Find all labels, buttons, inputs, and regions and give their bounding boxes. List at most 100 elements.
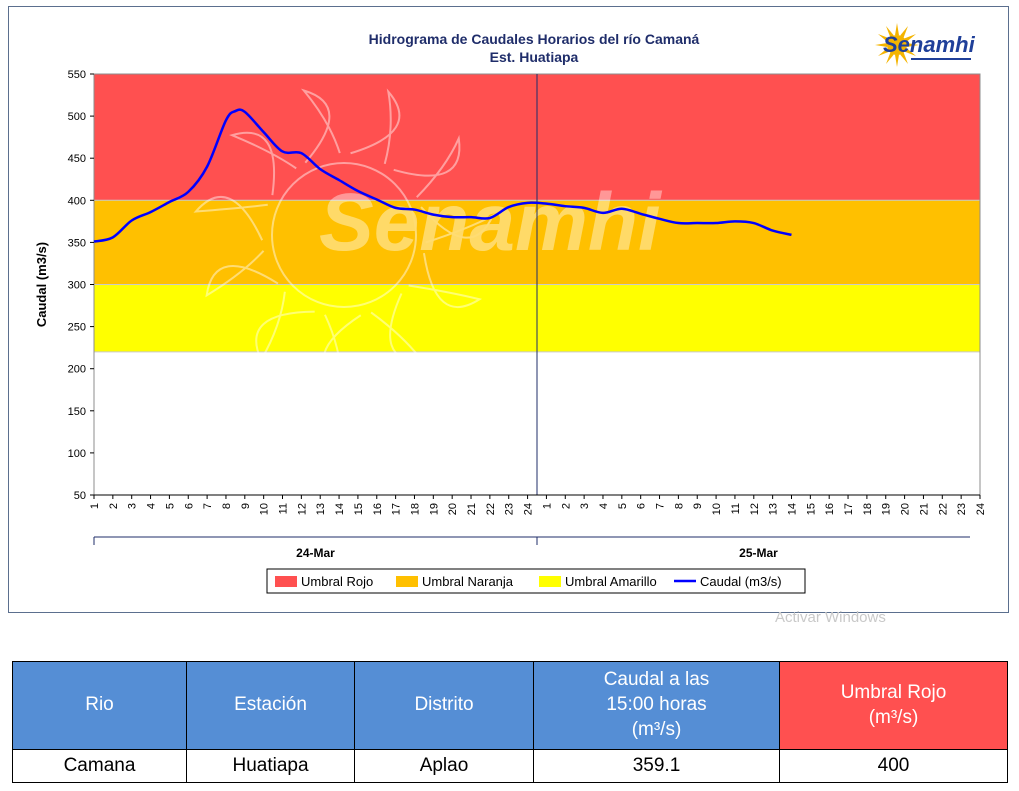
x-tick-label: 14 (786, 503, 798, 515)
x-tick-label: 21 (466, 503, 478, 515)
x-tick-label: 11 (278, 503, 290, 514)
header-caudal-line1: Caudal a las (603, 669, 710, 691)
watermark-sun-ray (370, 293, 426, 364)
summary-table: Rio Estación Distrito Caudal a las 15:00… (12, 661, 1008, 783)
y-tick-label: 50 (74, 490, 86, 502)
y-tick-label: 100 (68, 448, 86, 460)
x-tick-label: 10 (259, 503, 271, 515)
x-tick-label: 18 (409, 503, 421, 515)
x-tick-label: 5 (164, 503, 176, 509)
sun-icon (887, 35, 907, 55)
sun-icon-ray (906, 43, 919, 47)
header-distrito: Distrito (354, 661, 534, 750)
legend-label: Umbral Rojo (301, 574, 373, 589)
watermark-sun-circle (271, 162, 417, 308)
x-tick-label: 7 (655, 503, 667, 509)
x-tick-label: 2 (108, 503, 120, 509)
chart-subtitle: Est. Huatiapa (490, 49, 579, 65)
header-caudal-line2: 15:00 horas (606, 694, 707, 716)
y-tick-label: 250 (68, 322, 86, 334)
x-tick-label: 4 (598, 503, 610, 509)
legend-label: Umbral Naranja (422, 574, 514, 589)
logo: Senamhi (875, 23, 976, 67)
x-tick-label: 23 (956, 503, 968, 515)
watermark-sun-ray (300, 88, 341, 164)
x-tick-label: 9 (240, 503, 252, 509)
sun-icon-ray (900, 25, 908, 38)
watermark-sun-ray (193, 195, 268, 241)
sun-icon-ray (886, 25, 894, 38)
y-tick-label: 400 (68, 195, 86, 207)
watermark-logo: Senamhi (193, 88, 663, 387)
header-rio: Rio (12, 661, 187, 750)
watermark-sun-ray (408, 252, 483, 309)
day-label: 25-Mar (739, 546, 778, 560)
x-tick-label: 3 (127, 503, 139, 509)
x-tick-label: 2 (560, 503, 572, 509)
x-tick-label: 22 (485, 503, 497, 515)
x-tick-label: 20 (447, 503, 459, 515)
sun-icon-ray (886, 52, 894, 65)
x-tick-label: 22 (937, 503, 949, 515)
x-tick-label: 17 (391, 503, 403, 515)
cell-caudal: 359.1 (533, 749, 780, 783)
x-tick-label: 3 (579, 503, 591, 509)
x-tick-label: 4 (146, 503, 158, 509)
y-tick-label: 350 (68, 237, 86, 249)
header-caudal: Caudal a las 15:00 horas (m³/s) (533, 661, 780, 750)
y-tick-label: 500 (68, 111, 86, 123)
x-tick-label: 1 (541, 503, 553, 509)
legend-swatch (539, 576, 561, 587)
header-estacion: Estación (186, 661, 355, 750)
x-tick-label: 20 (900, 503, 912, 515)
y-axis-label: Caudal (m3/s) (34, 242, 49, 327)
x-tick-label: 10 (711, 503, 723, 515)
hydrograph-chart: Hidrograma de Caudales Horarios del río … (34, 23, 987, 594)
y-tick-label: 200 (68, 364, 86, 376)
y-tick-label: 150 (68, 406, 86, 418)
x-tick-label: 24 (975, 503, 987, 515)
sun-icon-ray (877, 34, 890, 42)
sun-icon-ray (904, 34, 917, 42)
x-tick-label: 17 (843, 503, 855, 515)
header-umbral-line1: Umbral Rojo (840, 681, 947, 703)
header-umbral-rojo: Umbral Rojo (m³/s) (779, 661, 1008, 750)
x-tick-label: 12 (296, 503, 308, 515)
header-caudal-line3: (m³/s) (631, 718, 682, 740)
sun-icon-ray (875, 43, 888, 47)
x-tick-label: 15 (353, 503, 365, 515)
chart-frame: Hidrograma de Caudales Horarios del río … (8, 6, 1009, 613)
table-header-row: Rio Estación Distrito Caudal a las 15:00… (12, 661, 1008, 750)
legend-label: Umbral Amarillo (565, 574, 657, 589)
watermark-sun-ray (322, 314, 362, 387)
table-row: Camana Huatiapa Aplao 359.1 400 (12, 749, 1008, 783)
x-tick-label: 5 (617, 503, 629, 509)
watermark-sun-ray (350, 88, 401, 165)
logo-subline (911, 58, 971, 60)
cell-estacion: Huatiapa (186, 749, 355, 783)
x-tick-label: 14 (334, 503, 346, 515)
x-tick-label: 11 (730, 503, 742, 514)
x-tick-label: 13 (315, 503, 327, 515)
x-tick-label: 19 (428, 503, 440, 515)
x-tick-label: 1 (89, 503, 101, 509)
legend-swatch (275, 576, 297, 587)
sun-icon-ray (895, 23, 899, 36)
x-tick-label: 6 (183, 503, 195, 509)
legend-label: Caudal (m3/s) (700, 574, 782, 589)
legend-swatch (396, 576, 418, 587)
cell-rio: Camana (12, 749, 187, 783)
sun-icon-ray (904, 48, 917, 56)
chart-title: Hidrograma de Caudales Horarios del río … (369, 31, 700, 47)
y-tick-label: 550 (68, 69, 86, 81)
day-label: 24-Mar (296, 546, 335, 560)
x-tick-label: 6 (636, 503, 648, 509)
x-tick-label: 24 (523, 503, 535, 515)
x-tick-label: 7 (202, 503, 214, 509)
watermark-sun-ray (393, 134, 461, 198)
x-tick-label: 19 (881, 503, 893, 515)
legend: Umbral Rojo Umbral Naranja Umbral Amarillo… (266, 568, 806, 594)
windows-activation-watermark: Activar Windows (775, 609, 886, 626)
x-tick-label: 16 (372, 503, 384, 515)
sun-icon-ray (900, 52, 908, 65)
